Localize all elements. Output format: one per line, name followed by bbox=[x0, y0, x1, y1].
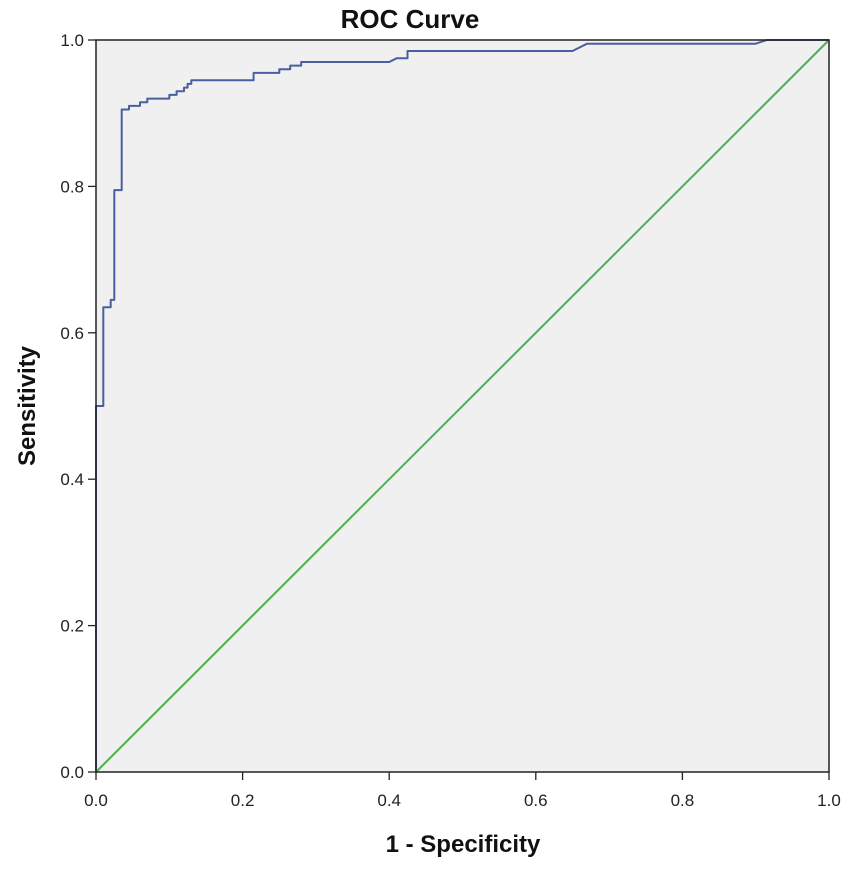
y-tick-label: 1.0 bbox=[60, 31, 84, 50]
x-tick-label: 0.0 bbox=[84, 791, 108, 810]
y-axis-label: Sensitivity bbox=[14, 345, 41, 466]
x-tick-label: 0.8 bbox=[671, 791, 695, 810]
axis-ticks: 0.0 0.2 0.4 0.6 0.8 1.0 0.0 0.2 0.4 0.6 0.8 1.0 bbox=[60, 31, 840, 810]
chart-title: ROC Curve bbox=[341, 4, 480, 34]
x-tick-label: 0.4 bbox=[377, 791, 401, 810]
y-tick-label: 0.2 bbox=[60, 617, 84, 636]
y-tick-label: 0.0 bbox=[60, 763, 84, 782]
x-tick-label: 1.0 bbox=[817, 791, 841, 810]
series-layer bbox=[95, 39, 830, 773]
reference-diagonal-line bbox=[95, 39, 830, 773]
plot-frame bbox=[95, 39, 830, 773]
x-axis-label: 1 - Specificity bbox=[386, 831, 541, 858]
y-tick-label: 0.4 bbox=[60, 470, 84, 489]
y-tick-label: 0.8 bbox=[60, 177, 84, 196]
x-tick-label: 0.6 bbox=[524, 791, 548, 810]
x-tick-label: 0.2 bbox=[231, 791, 255, 810]
roc-curve-line bbox=[95, 39, 829, 772]
y-tick-label: 0.6 bbox=[60, 324, 84, 343]
